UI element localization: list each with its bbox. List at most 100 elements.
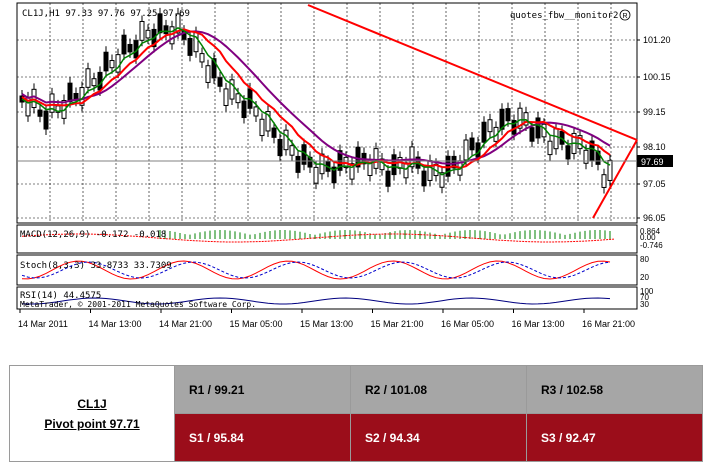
candle-body bbox=[463, 139, 469, 161]
support-2: S2 / 94.34 bbox=[350, 413, 527, 462]
candle-body bbox=[109, 60, 115, 69]
time-tick-label: 15 Mar 21:00 bbox=[371, 319, 424, 329]
price-tick-label: 97.05 bbox=[643, 179, 666, 189]
candle-body bbox=[91, 78, 97, 87]
rsi-axis-30: 30 bbox=[640, 300, 649, 309]
time-tick-label: 14 Mar 21:00 bbox=[159, 319, 212, 329]
stochastic-signal-line bbox=[21, 261, 611, 279]
macd-axis-mid: 0.00 bbox=[640, 233, 656, 242]
time-tick-label: 16 Mar 13:00 bbox=[512, 319, 565, 329]
rsi-label: RSI(14) 44.4575 bbox=[20, 291, 101, 301]
price-axis: 101.20 100.15 99.15 98.10 97.05 96.05 bbox=[637, 35, 671, 223]
candle-body bbox=[499, 108, 505, 130]
candle-body bbox=[535, 117, 541, 139]
macd-axis-top: 0.864 bbox=[640, 227, 661, 236]
time-tick-label: 15 Mar 13:00 bbox=[300, 319, 353, 329]
candle-body bbox=[223, 88, 229, 106]
copyright-text: MetaTrader, © 2001-2011 MetaQuotes Softw… bbox=[20, 300, 256, 309]
candle-body bbox=[157, 13, 163, 34]
candle-body bbox=[349, 163, 355, 180]
candle-body bbox=[517, 107, 523, 129]
resistance-3: R3 / 102.58 bbox=[526, 365, 703, 414]
candle-body bbox=[211, 58, 217, 79]
support-1: S1 / 95.84 bbox=[174, 413, 351, 462]
candle-body bbox=[253, 106, 259, 117]
symbol-cell: CL1J Pivot point 97.71 bbox=[9, 365, 175, 462]
time-tick-label: 14 Mar 13:00 bbox=[89, 319, 142, 329]
resistance-trendline[interactable] bbox=[307, 4, 638, 141]
candle-body bbox=[565, 145, 571, 160]
candle-body bbox=[487, 119, 493, 133]
candle-body bbox=[421, 170, 427, 187]
candle-body bbox=[385, 170, 391, 187]
candle-body bbox=[547, 140, 553, 156]
stochastic-main-line bbox=[21, 260, 611, 280]
macd-panel bbox=[16, 224, 638, 254]
rsi-axis-70: 70 bbox=[640, 293, 649, 302]
candle-body bbox=[277, 138, 283, 157]
candle-body bbox=[451, 155, 457, 169]
rsi-axis-100: 100 bbox=[640, 287, 654, 296]
current-price-box bbox=[637, 155, 673, 167]
candle-body bbox=[235, 93, 241, 104]
price-tick-label: 101.20 bbox=[643, 35, 671, 45]
candle-body bbox=[523, 112, 529, 126]
symbol-name: CL1J bbox=[77, 396, 107, 411]
candle-body bbox=[37, 109, 43, 117]
price-tick-label: 98.10 bbox=[643, 142, 666, 152]
candle-body bbox=[391, 154, 397, 176]
chart-canvas[interactable]: CL1J,H1 97.33 97.76 97.25 97.69 quotes_f… bbox=[0, 0, 711, 345]
resistance-1: R1 / 99.21 bbox=[174, 365, 351, 414]
candle-body bbox=[601, 174, 607, 188]
support-trendline[interactable] bbox=[592, 139, 638, 219]
chart-header-text: CL1J,H1 97.33 97.76 97.25 97.69 bbox=[22, 9, 190, 19]
candle-body bbox=[373, 148, 379, 169]
candle-body bbox=[403, 162, 409, 179]
candle-body bbox=[175, 13, 181, 34]
time-tick-label: 16 Mar 21:00 bbox=[582, 319, 635, 329]
registered-icon-glyph: R bbox=[622, 13, 627, 20]
candle-body bbox=[427, 160, 433, 181]
time-tick-label: 15 Mar 05:00 bbox=[230, 319, 283, 329]
price-chart[interactable]: CL1J,H1 97.33 97.76 97.25 97.69 quotes_f… bbox=[0, 0, 711, 345]
candle-body bbox=[469, 137, 475, 151]
candle-body bbox=[265, 111, 271, 132]
candle-body bbox=[289, 145, 295, 156]
registered-icon bbox=[619, 9, 631, 21]
candle-body bbox=[139, 20, 145, 41]
current-price-label: 97.69 bbox=[641, 157, 664, 167]
candle-body bbox=[49, 93, 55, 113]
candle-body bbox=[205, 65, 211, 83]
candle-body bbox=[583, 149, 589, 164]
macd-histogram bbox=[159, 230, 611, 239]
candle-body bbox=[199, 53, 205, 63]
candle-body bbox=[163, 25, 169, 35]
candle-body bbox=[577, 135, 583, 150]
candle-body bbox=[439, 172, 445, 188]
candle-body bbox=[103, 51, 109, 72]
candle-body bbox=[283, 129, 289, 151]
time-tick-label: 16 Mar 05:00 bbox=[441, 319, 494, 329]
pivot-points-table: CL1J Pivot point 97.71 R1 / 99.21 R2 / 1… bbox=[9, 365, 703, 462]
candle-body bbox=[241, 100, 247, 119]
candle-body bbox=[553, 128, 559, 150]
candle-body bbox=[607, 159, 613, 181]
macd-axis-bottom: -0.746 bbox=[640, 241, 663, 250]
candle-body bbox=[337, 150, 343, 171]
stochastic-label: Stoch(8,3,3) 33.8733 33.7309 bbox=[20, 261, 172, 271]
candle-body bbox=[145, 29, 151, 39]
candle-body bbox=[295, 155, 301, 173]
candle-body bbox=[313, 166, 319, 184]
candle-body bbox=[355, 146, 361, 168]
candle-body bbox=[85, 68, 91, 88]
time-tick-label: 14 Mar 2011 bbox=[18, 319, 68, 329]
time-axis: 14 Mar 2011 14 Mar 13:00 14 Mar 21:00 15 Ma… bbox=[18, 309, 635, 329]
stochastic-axis-20: 20 bbox=[640, 273, 649, 282]
candle-body bbox=[331, 166, 337, 184]
price-tick-label: 99.15 bbox=[643, 107, 666, 117]
price-tick-label: 96.05 bbox=[643, 213, 666, 223]
candle-body bbox=[193, 32, 199, 53]
stochastic-axis-80: 80 bbox=[640, 255, 649, 264]
candle-body bbox=[271, 127, 277, 138]
macd-label: MACD(12,26,9) -0.172 -0.018 bbox=[20, 230, 166, 240]
